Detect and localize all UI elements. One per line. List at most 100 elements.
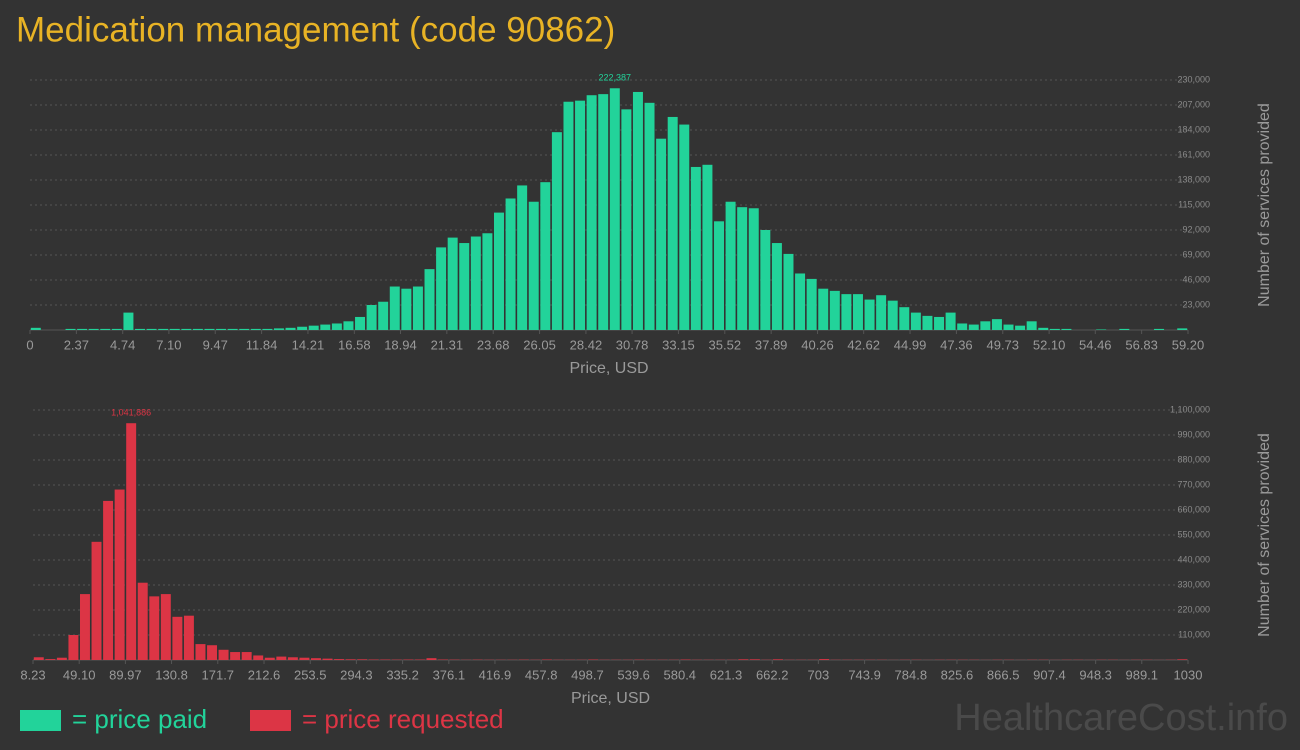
bar xyxy=(528,201,539,330)
bar xyxy=(253,655,264,660)
bar xyxy=(183,615,194,660)
bar xyxy=(172,616,183,660)
x-axis-label: Price, USD xyxy=(569,360,648,377)
x-tick-label: 4.74 xyxy=(110,337,135,352)
bar xyxy=(447,237,458,330)
bar xyxy=(864,299,875,330)
x-tick-label: 30.78 xyxy=(616,337,649,352)
bar xyxy=(980,321,991,330)
x-tick-label: 7.10 xyxy=(156,337,181,352)
value-label: 1,041,886 xyxy=(111,408,151,418)
bar xyxy=(207,645,217,660)
x-tick-label: 54.46 xyxy=(1079,337,1112,352)
bar xyxy=(227,328,238,330)
x-tick-label: 212.6 xyxy=(248,667,281,682)
bar xyxy=(644,102,655,331)
x-tick-label: 253.5 xyxy=(294,667,327,682)
bar xyxy=(192,328,203,330)
bar xyxy=(91,541,102,660)
bar xyxy=(239,328,250,330)
bar xyxy=(366,305,377,330)
y-tick-label: 770,000 xyxy=(1177,479,1210,489)
bar xyxy=(241,652,252,660)
y-tick-label: 660,000 xyxy=(1177,504,1210,514)
bar xyxy=(1049,328,1060,330)
bar xyxy=(621,109,632,330)
bar xyxy=(876,295,887,330)
bar xyxy=(470,236,481,330)
bar xyxy=(273,328,284,330)
y-tick-label: 1,100,000 xyxy=(1170,404,1210,414)
x-tick-label: 52.10 xyxy=(1033,337,1066,352)
y-tick-label: 69,000 xyxy=(1182,249,1210,259)
x-tick-label: 580.4 xyxy=(664,667,697,682)
bar xyxy=(517,185,528,330)
bar xyxy=(287,657,298,660)
bar xyxy=(424,269,435,330)
bar xyxy=(738,659,749,660)
bar xyxy=(505,198,516,330)
x-tick-label: 16.58 xyxy=(338,337,371,352)
bar xyxy=(563,101,574,330)
x-tick-label: 989.1 xyxy=(1125,667,1158,682)
x-tick-label: 825.6 xyxy=(941,667,974,682)
x-tick-label: 703 xyxy=(808,667,830,682)
bar xyxy=(77,328,88,330)
bar xyxy=(829,290,840,330)
x-tick-label: 2.37 xyxy=(64,337,89,352)
bar xyxy=(100,328,111,330)
bar xyxy=(1038,327,1049,330)
bar xyxy=(436,247,447,330)
bar xyxy=(79,594,90,660)
bar xyxy=(679,124,690,330)
bar xyxy=(702,164,713,330)
bar xyxy=(331,323,342,330)
bar xyxy=(1177,328,1188,330)
x-tick-label: 49.73 xyxy=(986,337,1019,352)
bar xyxy=(690,166,701,330)
x-tick-label: 171.7 xyxy=(202,667,235,682)
bar xyxy=(910,312,921,330)
x-tick-label: 335.2 xyxy=(386,667,419,682)
bar xyxy=(181,328,192,330)
bar xyxy=(389,286,400,330)
bar xyxy=(378,301,389,330)
bar xyxy=(149,596,160,660)
bar xyxy=(1061,328,1072,330)
x-tick-label: 59.20 xyxy=(1172,337,1205,352)
y-tick-label: 161,000 xyxy=(1177,149,1210,159)
bar xyxy=(818,288,829,330)
y-tick-label: 23,000 xyxy=(1182,299,1210,309)
bar xyxy=(56,657,67,660)
bar xyxy=(795,273,806,330)
y-tick-label: 184,000 xyxy=(1177,124,1210,134)
x-tick-label: 784.8 xyxy=(895,667,928,682)
bar xyxy=(482,233,493,330)
bar xyxy=(299,657,310,660)
value-label: 222,387 xyxy=(599,73,632,83)
bar xyxy=(771,243,782,330)
y-tick-label: 46,000 xyxy=(1182,274,1210,284)
y-tick-label: 330,000 xyxy=(1177,579,1210,589)
bar xyxy=(1026,321,1037,330)
legend-swatch xyxy=(20,710,61,731)
chart-title: Medication management (code 90862) xyxy=(16,10,615,49)
x-tick-label: 37.89 xyxy=(755,337,788,352)
x-tick-label: 23.68 xyxy=(477,337,510,352)
bar xyxy=(991,319,1002,330)
x-tick-label: 498.7 xyxy=(571,667,604,682)
x-tick-label: 539.6 xyxy=(617,667,650,682)
bar xyxy=(841,294,852,330)
bar xyxy=(264,657,275,660)
bar xyxy=(114,489,125,660)
bar xyxy=(412,286,423,330)
bar xyxy=(30,327,41,330)
legend-label: = price requested xyxy=(302,704,504,734)
bar xyxy=(357,659,368,660)
bar xyxy=(343,321,354,330)
x-tick-label: 948.3 xyxy=(1079,667,1112,682)
bar xyxy=(957,323,968,330)
bar xyxy=(308,325,319,330)
x-tick-label: 89.97 xyxy=(109,667,142,682)
